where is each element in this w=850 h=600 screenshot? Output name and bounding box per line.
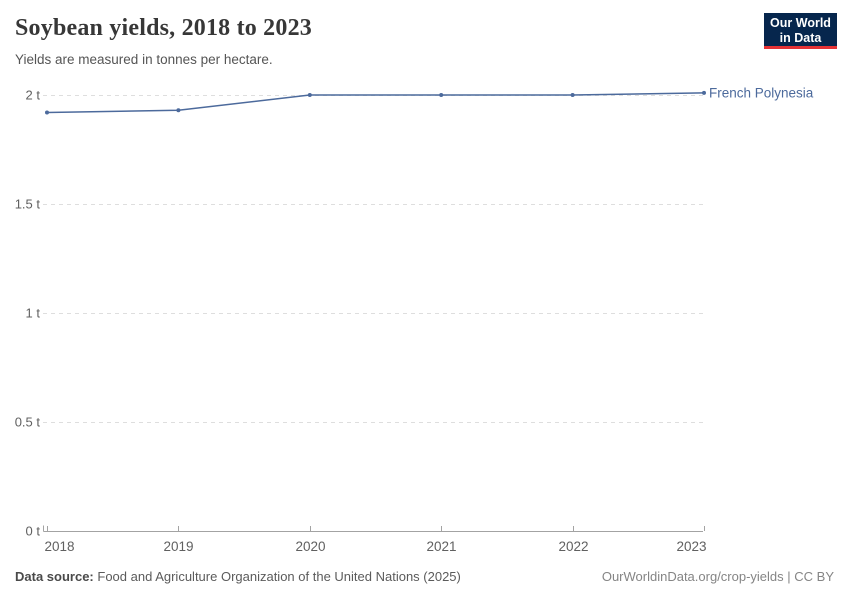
x-tick-label: 2023 — [676, 539, 706, 554]
chart-subtitle: Yields are measured in tonnes per hectar… — [15, 52, 273, 67]
data-point — [570, 93, 575, 97]
series-line — [46, 92, 705, 114]
data-source: Data source: Food and Agriculture Organi… — [15, 569, 461, 584]
x-tick-label: 2022 — [558, 539, 588, 554]
data-point — [307, 93, 312, 97]
data-source-label: Data source: — [15, 569, 94, 584]
data-point — [45, 110, 49, 115]
data-source-text: Food and Agriculture Organization of the… — [97, 569, 461, 584]
x-tick-label: 2020 — [295, 539, 325, 554]
chart-title: Soybean yields, 2018 to 2023 — [15, 15, 312, 41]
data-point — [439, 93, 444, 97]
data-point — [702, 90, 706, 95]
y-tick-label: 0 t — [26, 524, 41, 539]
x-tick-label: 2019 — [163, 539, 193, 554]
y-tick-label: 2 t — [26, 88, 41, 103]
data-point — [176, 108, 181, 113]
y-tick-label: 1.5 t — [15, 197, 41, 212]
owid-logo-line1: Our World — [770, 16, 831, 30]
x-tick-label: 2018 — [45, 539, 75, 554]
series-end-label: French Polynesia — [709, 85, 814, 100]
y-tick-label: 1 t — [26, 306, 41, 321]
owid-logo-line2: in Data — [779, 31, 822, 45]
credit-link[interactable]: OurWorldinData.org/crop-yields | CC BY — [601, 569, 834, 584]
owid-logo: Our World in Data — [764, 13, 837, 49]
y-tick-label: 0.5 t — [15, 415, 41, 430]
x-tick-label: 2021 — [426, 539, 456, 554]
